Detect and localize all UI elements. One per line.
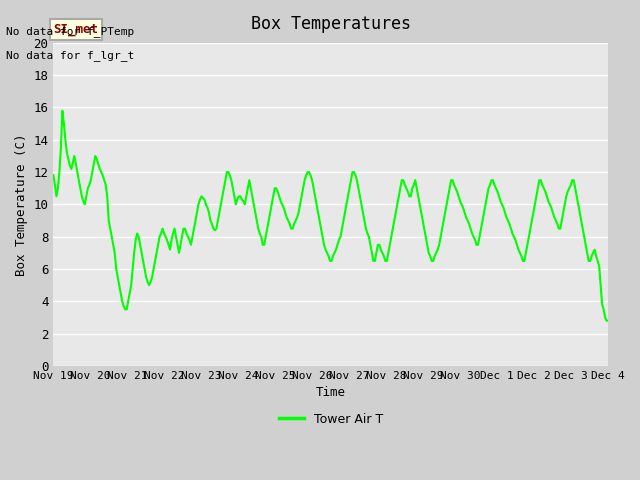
Y-axis label: Box Temperature (C): Box Temperature (C) bbox=[15, 133, 28, 276]
Text: No data for f_lgr_t: No data for f_lgr_t bbox=[6, 49, 134, 60]
X-axis label: Time: Time bbox=[316, 386, 346, 399]
Title: Box Temperatures: Box Temperatures bbox=[251, 15, 411, 33]
Text: No data for f_PTemp: No data for f_PTemp bbox=[6, 25, 134, 36]
Legend: Tower Air T: Tower Air T bbox=[274, 408, 388, 431]
Text: SI_met: SI_met bbox=[53, 23, 99, 36]
